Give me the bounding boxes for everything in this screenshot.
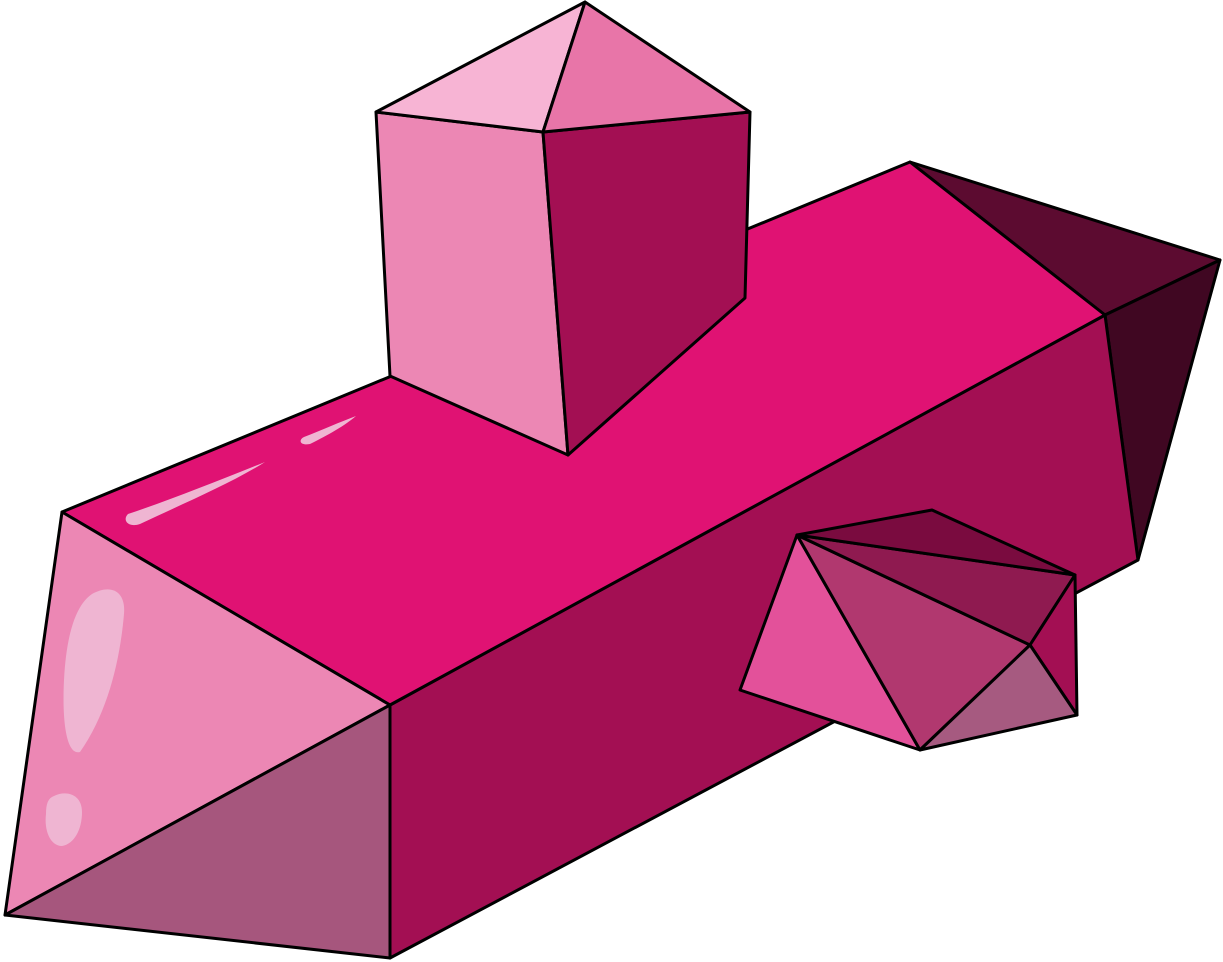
main-prism-left-glint-small: [45, 793, 82, 846]
main-prism-left-glint-long: [63, 589, 125, 753]
main-prism-top-glint-short: [300, 416, 356, 445]
main-prism-left-tip-lower-face: [3, 703, 392, 960]
octahedron-top-face: [795, 508, 1077, 577]
octahedron-lower-right-face: [918, 643, 1079, 752]
small-prism-cap-right-face: [541, 0, 752, 134]
main-prism-top-glint-long: [125, 462, 265, 526]
